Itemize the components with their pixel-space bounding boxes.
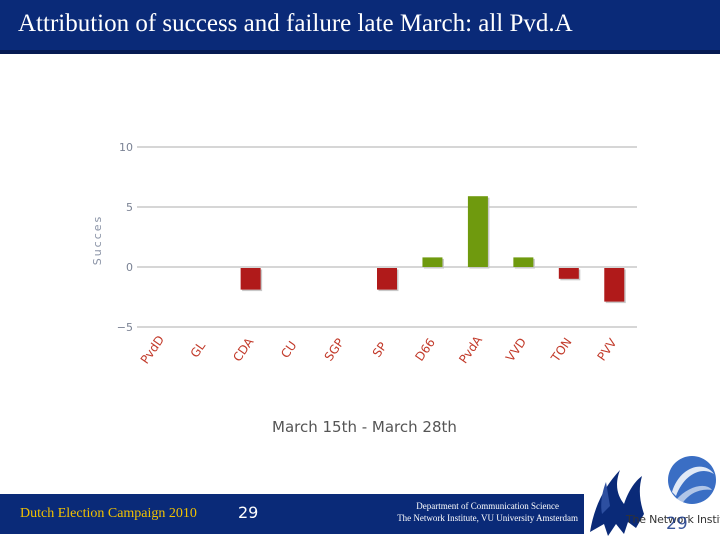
logo-page-number: 29 xyxy=(666,514,688,534)
bar-pvda xyxy=(467,196,488,267)
bar-pvv xyxy=(604,268,625,302)
category-label: PvdA xyxy=(456,333,485,366)
category-label: CU xyxy=(278,339,299,361)
category-label: SGP xyxy=(322,336,347,364)
y-tick-label: 10 xyxy=(119,141,133,154)
footer-department-line1: Department of Communication Science xyxy=(416,501,559,511)
y-axis-label: Succes xyxy=(91,215,104,266)
sphere xyxy=(668,456,716,504)
y-tick-layer: 10 5 0 −5 xyxy=(117,141,133,334)
network-institute-logo-icon xyxy=(590,456,716,536)
bar-d66 xyxy=(422,257,443,267)
slide-title: Attribution of success and failure late … xyxy=(18,10,573,37)
category-label: TON xyxy=(548,335,575,365)
footer-page-number: 29 xyxy=(238,503,259,522)
footer-department-line2: The Network Institute, VU University Ams… xyxy=(397,513,578,523)
category-label: PVV xyxy=(594,335,619,363)
category-label: SP xyxy=(370,340,390,360)
footer-campaign-label: Dutch Election Campaign 2010 xyxy=(20,506,197,521)
category-label: PvdD xyxy=(138,333,167,367)
bar-ton xyxy=(558,268,579,279)
sphere-swirl xyxy=(672,466,714,496)
category-label: GL xyxy=(188,339,209,360)
category-label: VVD xyxy=(503,335,529,364)
logo-caption: The Network Institute xyxy=(626,513,720,526)
bar-vvd xyxy=(513,257,534,267)
footer-department: Department of Communication Science The … xyxy=(397,500,578,524)
y-tick-label: −5 xyxy=(117,321,133,334)
chart-subtitle: March 15th - March 28th xyxy=(272,418,457,436)
bar-cda xyxy=(240,268,261,290)
category-label-layer: PvdD GL CDA CU SGP SP D66 PvdA VVD TON PVV xyxy=(138,333,620,367)
footer-bar: Dutch Election Campaign 2010 29 Departme… xyxy=(0,494,584,534)
griffin-shape xyxy=(590,470,644,536)
title-bar: Attribution of success and failure late … xyxy=(0,0,720,54)
category-label: D66 xyxy=(412,336,438,364)
griffin-wing xyxy=(601,482,610,514)
bar-layer xyxy=(240,196,626,304)
category-label: CDA xyxy=(230,335,257,365)
y-tick-label: 0 xyxy=(126,261,133,274)
sphere-swirl-2 xyxy=(676,485,712,504)
bar-sp xyxy=(377,268,397,290)
y-tick-label: 5 xyxy=(126,201,133,214)
grid-layer xyxy=(137,146,637,328)
